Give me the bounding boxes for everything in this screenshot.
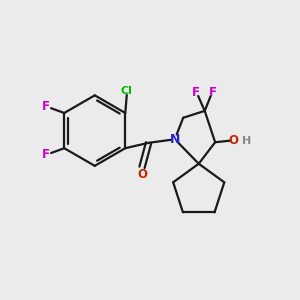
- Text: O: O: [229, 134, 239, 147]
- Text: F: F: [192, 86, 200, 99]
- Text: N: N: [170, 133, 180, 146]
- Text: Cl: Cl: [121, 86, 133, 97]
- Text: F: F: [42, 148, 50, 161]
- Text: H: H: [242, 136, 251, 146]
- Text: F: F: [42, 100, 50, 113]
- Text: O: O: [137, 168, 147, 181]
- Text: F: F: [209, 86, 217, 99]
